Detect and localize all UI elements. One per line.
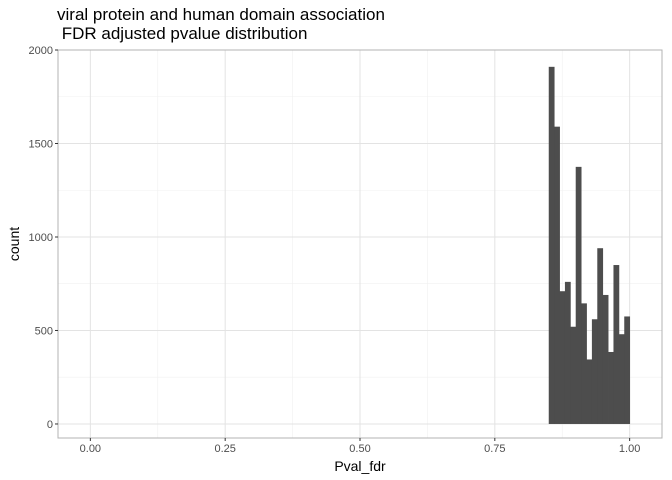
y-tick-label: 1500 bbox=[29, 138, 53, 150]
histogram-bar bbox=[618, 334, 625, 424]
x-axis-ticks: 0.00 0.25 0.50 0.75 1.00 bbox=[80, 438, 640, 455]
histogram-bars bbox=[548, 66, 631, 424]
y-axis-ticks: 0 500 1000 1500 2000 bbox=[29, 45, 58, 431]
chart-title-line-1: viral protein and human domain associati… bbox=[57, 5, 385, 24]
x-tick-label: 0.25 bbox=[214, 443, 235, 455]
histogram-bar bbox=[559, 291, 566, 424]
y-tick-label: 500 bbox=[35, 325, 53, 337]
y-tick-label: 0 bbox=[47, 419, 53, 431]
x-axis-title: Pval_fdr bbox=[334, 458, 386, 474]
y-tick-label: 2000 bbox=[29, 45, 53, 57]
histogram-bar bbox=[570, 326, 577, 424]
y-axis-title: count bbox=[6, 227, 22, 261]
histogram-bar bbox=[586, 359, 593, 424]
histogram-bar bbox=[613, 265, 620, 424]
histogram-bar bbox=[624, 316, 631, 424]
histogram-bar bbox=[564, 281, 571, 424]
histogram-bar bbox=[548, 66, 555, 424]
histogram-bar bbox=[602, 294, 609, 424]
x-tick-label: 1.00 bbox=[619, 443, 640, 455]
y-tick-label: 1000 bbox=[29, 232, 53, 244]
histogram-bar bbox=[591, 319, 598, 424]
histogram-bar bbox=[554, 126, 560, 424]
chart-title-line-2: FDR adjusted pvalue distribution bbox=[57, 24, 308, 43]
histogram-bar bbox=[575, 166, 582, 424]
histogram-bar bbox=[608, 351, 614, 424]
histogram-bar bbox=[581, 303, 587, 424]
histogram-bar bbox=[597, 248, 604, 424]
x-tick-label: 0.50 bbox=[349, 443, 370, 455]
x-tick-label: 0.00 bbox=[80, 443, 101, 455]
x-tick-label: 0.75 bbox=[484, 443, 505, 455]
